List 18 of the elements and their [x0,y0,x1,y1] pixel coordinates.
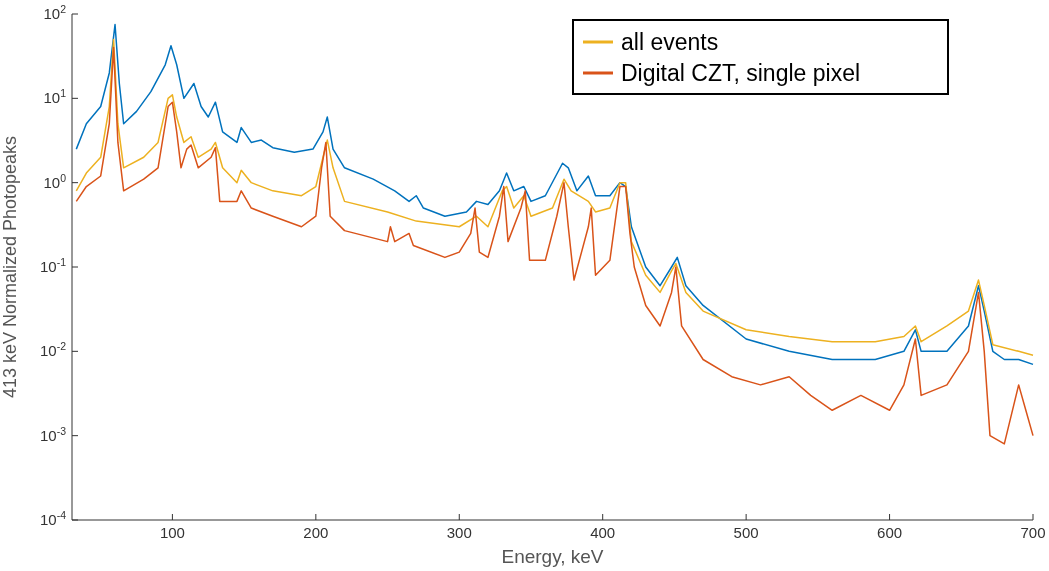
y-tick-label: 10$^{1}$ [43,87,67,107]
y-axis-title: 413 keV Normalized Photopeaks [0,135,20,399]
x-tick-label: 300 [446,524,472,541]
y-tick-label: 10$^{2}$ [43,3,67,22]
x-axis-title: Energy, keV [501,546,604,567]
y-tick-label: 10$^{-1}$ [39,256,67,275]
legend-label: Digital CZT, single pixel [621,60,861,86]
y-tick-label: 10$^{-2}$ [39,340,67,360]
x-tick-label: 500 [733,524,759,541]
y-tick-label: 10$^{-4}$ [39,509,67,528]
y-tick-label: 10$^{0}$ [43,171,67,191]
x-tick-label: 200 [303,524,329,541]
x-tick-label: 400 [590,524,616,541]
y-tick-label: 10$^{-3}$ [39,424,67,444]
x-tick-label: 700 [1020,524,1046,541]
x-tick-label: 600 [877,524,903,541]
legend-label: all events [621,29,719,55]
x-tick-label: 100 [159,524,185,541]
